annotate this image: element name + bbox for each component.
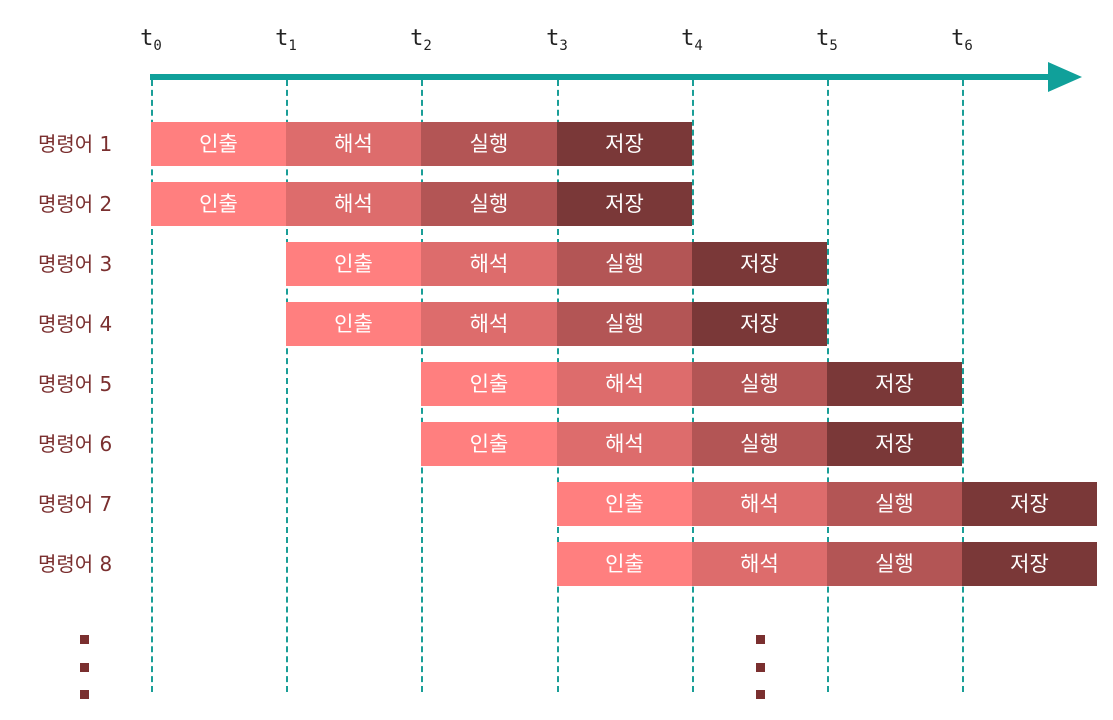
time-tick-base: t	[140, 26, 154, 51]
ellipsis-dot-rows	[80, 663, 89, 672]
stage-box-store: 저장	[557, 122, 692, 166]
instruction-label: 명령어 7	[38, 492, 113, 516]
stage-box-decode: 해석	[286, 182, 421, 226]
ellipsis-dot-pipeline	[756, 663, 765, 672]
stage-box-decode: 해석	[421, 242, 557, 286]
stage-box-fetch: 인출	[421, 362, 557, 406]
stage-box-execute: 실행	[827, 482, 962, 526]
time-tick-base: t	[951, 26, 965, 51]
stage-box-fetch: 인출	[151, 182, 286, 226]
stage-box-execute: 실행	[827, 542, 962, 586]
time-tick-t3: t3	[546, 26, 568, 54]
time-tick-subscript: 5	[829, 38, 838, 54]
ellipsis-dot-rows	[80, 635, 89, 644]
stage-box-store: 저장	[557, 182, 692, 226]
time-tick-subscript: 3	[559, 38, 568, 54]
stage-box-fetch: 인출	[286, 302, 421, 346]
time-gridline-t6	[962, 80, 964, 692]
time-gridline-t1	[286, 80, 288, 692]
stage-box-decode: 해석	[692, 542, 827, 586]
time-tick-subscript: 1	[288, 38, 297, 54]
stage-box-execute: 실행	[557, 302, 692, 346]
instruction-label: 명령어 1	[38, 132, 113, 156]
time-axis-arrow	[1048, 62, 1082, 92]
stage-box-decode: 해석	[286, 122, 421, 166]
instruction-label: 명령어 8	[38, 552, 113, 576]
time-tick-t5: t5	[816, 26, 838, 54]
stage-box-decode: 해석	[692, 482, 827, 526]
instruction-label: 명령어 5	[38, 372, 113, 396]
stage-box-fetch: 인출	[557, 542, 692, 586]
time-tick-t0: t0	[140, 26, 162, 54]
stage-box-decode: 해석	[557, 422, 692, 466]
time-tick-subscript: 6	[964, 38, 973, 54]
time-gridline-t0	[151, 80, 153, 692]
stage-box-store: 저장	[827, 422, 962, 466]
time-tick-t4: t4	[681, 26, 703, 54]
time-tick-t6: t6	[951, 26, 973, 54]
stage-box-fetch: 인출	[286, 242, 421, 286]
time-tick-subscript: 0	[153, 38, 162, 54]
stage-box-store: 저장	[692, 302, 827, 346]
stage-box-fetch: 인출	[557, 482, 692, 526]
stage-box-fetch: 인출	[421, 422, 557, 466]
ellipsis-dot-rows	[80, 690, 89, 699]
time-tick-base: t	[275, 26, 289, 51]
time-axis	[150, 74, 1060, 80]
time-tick-base: t	[546, 26, 560, 51]
ellipsis-dot-pipeline	[756, 690, 765, 699]
time-tick-subscript: 4	[694, 38, 703, 54]
stage-box-execute: 실행	[692, 362, 827, 406]
stage-box-execute: 실행	[421, 182, 557, 226]
stage-box-store: 저장	[827, 362, 962, 406]
stage-box-store: 저장	[962, 482, 1097, 526]
instruction-label: 명령어 6	[38, 432, 113, 456]
time-tick-t2: t2	[410, 26, 432, 54]
time-tick-base: t	[681, 26, 695, 51]
time-tick-subscript: 2	[423, 38, 432, 54]
ellipsis-dot-pipeline	[756, 635, 765, 644]
time-tick-t1: t1	[275, 26, 297, 54]
stage-box-execute: 실행	[421, 122, 557, 166]
instruction-label: 명령어 2	[38, 192, 113, 216]
stage-box-execute: 실행	[557, 242, 692, 286]
stage-box-store: 저장	[692, 242, 827, 286]
instruction-label: 명령어 4	[38, 312, 113, 336]
stage-box-fetch: 인출	[151, 122, 286, 166]
time-tick-base: t	[410, 26, 424, 51]
time-tick-base: t	[816, 26, 830, 51]
stage-box-decode: 해석	[421, 302, 557, 346]
stage-box-execute: 실행	[692, 422, 827, 466]
instruction-label: 명령어 3	[38, 252, 113, 276]
stage-box-store: 저장	[962, 542, 1097, 586]
stage-box-decode: 해석	[557, 362, 692, 406]
